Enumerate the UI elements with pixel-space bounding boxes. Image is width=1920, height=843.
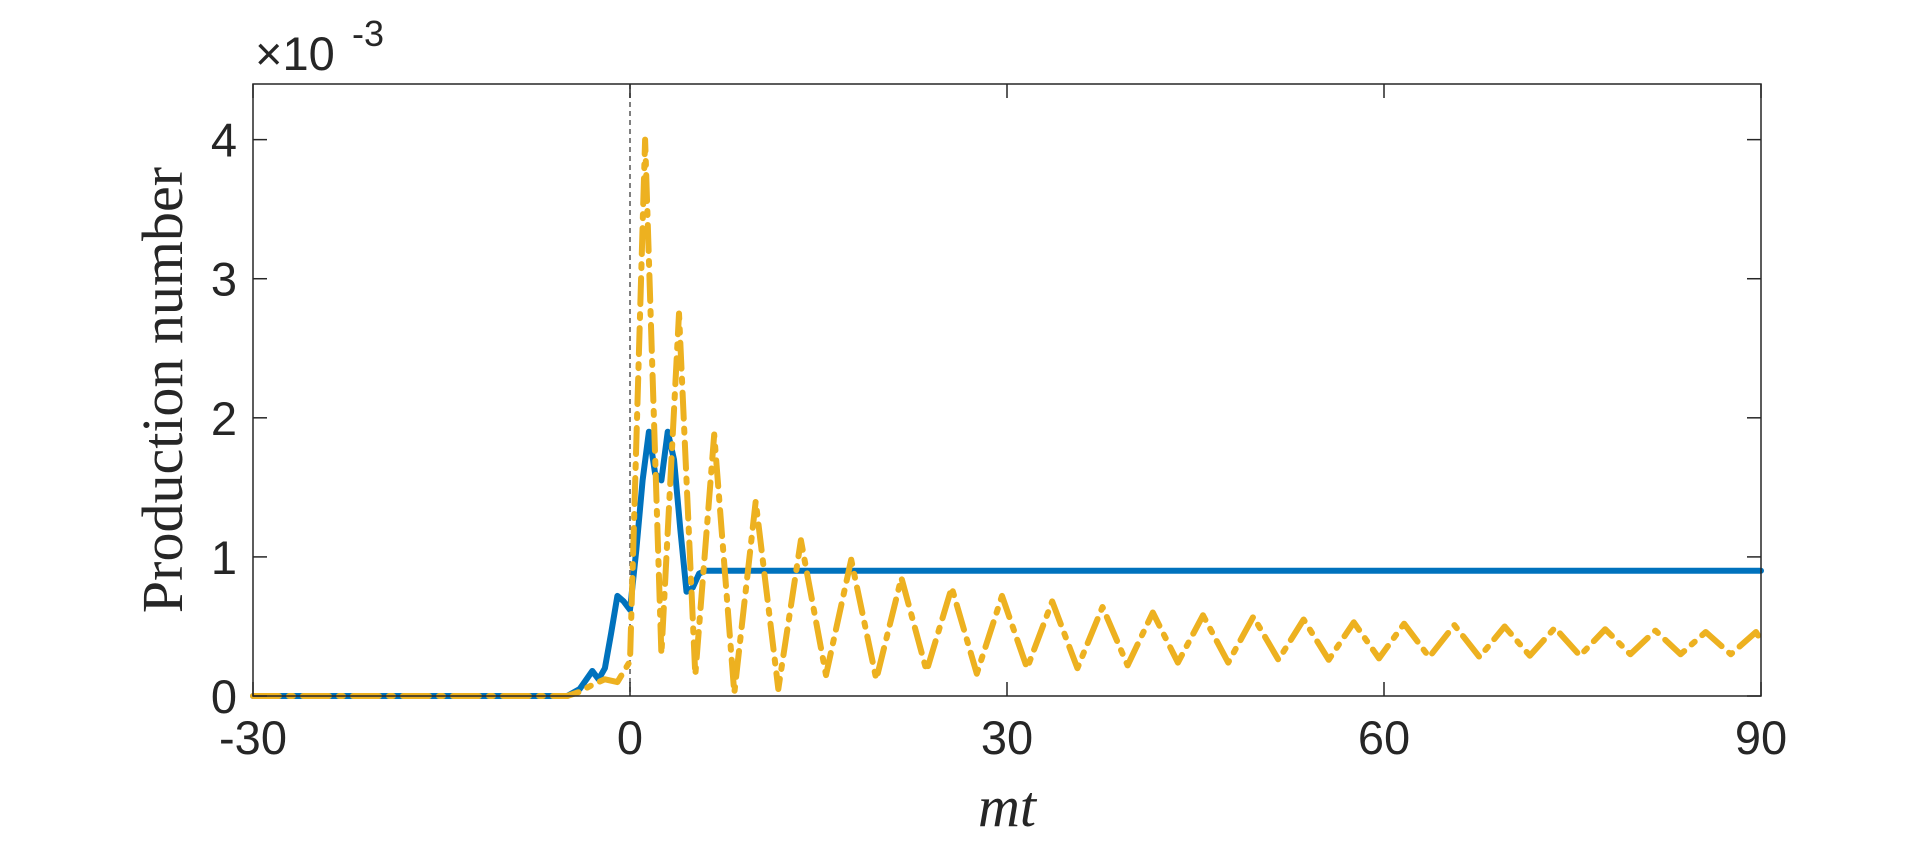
y-tick-label: 1: [211, 531, 237, 584]
plot-background: [253, 84, 1761, 696]
series-line-2: [250, 136, 1764, 699]
x-tick-label: 0: [617, 711, 643, 764]
y-axis-exponent-base: ×10: [255, 27, 335, 80]
y-axis-exponent: ×10 -3: [255, 13, 384, 80]
plot-area: [253, 84, 1761, 696]
series-line-1: [250, 428, 1764, 699]
x-tick-label: -30: [219, 711, 287, 764]
y-axis-label: Production number: [130, 167, 195, 613]
y-tick-label: 0: [211, 670, 237, 723]
axes: [252, 83, 1762, 697]
y-tick-label: 3: [211, 253, 237, 306]
x-tick-label: 90: [1735, 711, 1787, 764]
chart-marks: [250, 84, 1764, 699]
y-axis-exponent-power: -3: [352, 13, 384, 54]
x-tick-label: 30: [981, 711, 1033, 764]
x-tick-label: 60: [1358, 711, 1410, 764]
y-tick-label: 4: [211, 114, 237, 167]
x-axis-label: mt: [978, 774, 1038, 839]
y-tick-label: 2: [211, 392, 237, 445]
